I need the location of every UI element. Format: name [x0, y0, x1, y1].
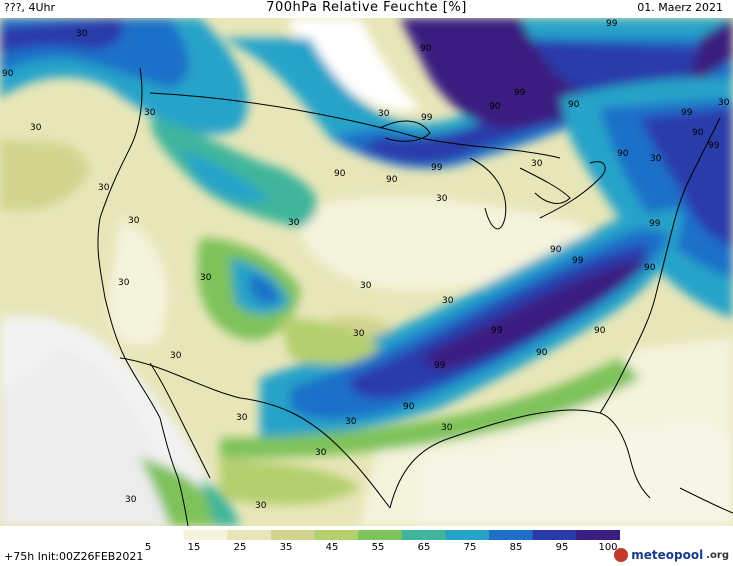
- colorbar-swatch: [576, 530, 620, 540]
- contour-label: 30: [170, 351, 182, 361]
- contour-label: 99: [708, 141, 720, 151]
- contour-label-layer: 30 90 30 30 30 30 90 99 90 99 90 99 90 9…: [2, 19, 730, 458]
- colorbar-tick-label: 95: [555, 542, 569, 553]
- contour-label: 99: [421, 113, 433, 123]
- colorbar-tick-label: 25: [233, 542, 247, 553]
- map-footer: 5 15 25 35 45 55 65 75 85 95 100 +75h Init:00Z26FE…: [0, 526, 733, 566]
- contour-label: 30: [236, 413, 248, 423]
- brand-suffix: .org: [706, 549, 729, 561]
- contour-label: 30: [200, 273, 212, 283]
- colorbar-swatch: [314, 530, 359, 540]
- colorbar-tick-label: 75: [463, 542, 477, 553]
- colorbar-tick-label: 55: [371, 542, 385, 553]
- contour-label: 90: [403, 402, 415, 412]
- brand-name: meteopool: [631, 548, 704, 562]
- contour-label: 90: [594, 326, 606, 336]
- contour-label: 90: [536, 348, 548, 358]
- contour-label: 90: [489, 102, 501, 112]
- humidity-field: [0, 18, 733, 526]
- contour-label: 30: [442, 296, 454, 306]
- contour-label-layer-2: 30 30 30 90: [125, 263, 656, 511]
- contour-label: 30: [125, 495, 137, 505]
- contour-label: 30: [531, 159, 543, 169]
- contour-label: 30: [353, 329, 365, 339]
- colorbar-labels: 5 15 25 35 45 55 65 75 85 95 100: [0, 542, 733, 554]
- contour-label: 30: [288, 218, 300, 228]
- colorbar-tick-label: 35: [279, 542, 293, 553]
- contour-label: 30: [118, 278, 130, 288]
- contour-label: 30: [650, 154, 662, 164]
- contour-label: 30: [144, 108, 156, 118]
- brand-logo-icon: [614, 548, 629, 562]
- contour-label: 30: [360, 281, 372, 291]
- contour-label: 99: [434, 361, 446, 371]
- contour-label: 90: [568, 100, 580, 110]
- colorbar-swatch: [227, 530, 272, 540]
- colorbar-swatch: [489, 530, 534, 540]
- colorbar-swatch: [532, 530, 577, 540]
- humidity-map: 30 90 30 30 30 30 90 99 90 99 90 99 90 9…: [0, 18, 733, 526]
- contour-label: 90: [420, 44, 432, 54]
- contour-label: 30: [76, 29, 88, 39]
- colorbar-tick-label: 5: [144, 542, 152, 553]
- contour-label: 90: [617, 149, 629, 159]
- colorbar-swatch: [183, 530, 228, 540]
- coastlines: [97, 67, 733, 526]
- brand-logo[interactable]: meteopool .org: [614, 548, 729, 562]
- colorbar-tick-label: 100: [598, 542, 618, 553]
- contour-label: 90: [692, 128, 704, 138]
- contour-label: 99: [431, 163, 443, 173]
- contour-label: 30: [128, 216, 140, 226]
- contour-label: 99: [606, 19, 618, 29]
- contour-label: 99: [572, 256, 584, 266]
- contour-label: 30: [378, 109, 390, 119]
- contour-label: 99: [649, 219, 661, 229]
- contour-label: 30: [718, 98, 730, 108]
- contour-label: 30: [315, 448, 327, 458]
- colorbar-tick-label: 65: [417, 542, 431, 553]
- contour-label: 30: [98, 183, 110, 193]
- contour-label: 30: [441, 423, 453, 433]
- forecast-date: 01. Maerz 2021: [637, 1, 723, 14]
- colorbar-tick-label: 15: [187, 542, 201, 553]
- colorbar-swatch: [358, 530, 403, 540]
- colorbar: [140, 530, 620, 540]
- contour-label: 90: [334, 169, 346, 179]
- contour-label: 30: [30, 123, 42, 133]
- humidity-map-canvas: 30 90 30 30 30 30 90 99 90 99 90 99 90 9…: [0, 18, 733, 526]
- init-time: +75h Init:00Z26FEB2021: [4, 550, 144, 563]
- contour-label: 30: [345, 417, 357, 427]
- colorbar-swatch: [270, 530, 316, 540]
- colorbar-tick-label: 85: [509, 542, 523, 553]
- colorbar-tick-label: 45: [325, 542, 339, 553]
- contour-label: 90: [386, 175, 398, 185]
- forecast-time-label: ???, 4Uhr: [4, 1, 56, 14]
- colorbar-swatch: [445, 530, 490, 540]
- contour-label: 30: [436, 194, 448, 204]
- contour-label: 99: [681, 108, 693, 118]
- contour-label: 90: [2, 69, 14, 79]
- map-title: 700hPa Relative Feuchte [%]: [266, 0, 467, 15]
- colorbar-swatch: [140, 530, 185, 540]
- contour-label: 30: [255, 501, 267, 511]
- contour-label: 90: [550, 245, 562, 255]
- map-header: ???, 4Uhr 700hPa Relative Feuchte [%] 01…: [0, 0, 733, 18]
- colorbar-swatch: [401, 530, 446, 540]
- contour-label: 99: [514, 88, 526, 98]
- contour-label: 99: [491, 326, 503, 336]
- contour-label: 90: [644, 263, 656, 273]
